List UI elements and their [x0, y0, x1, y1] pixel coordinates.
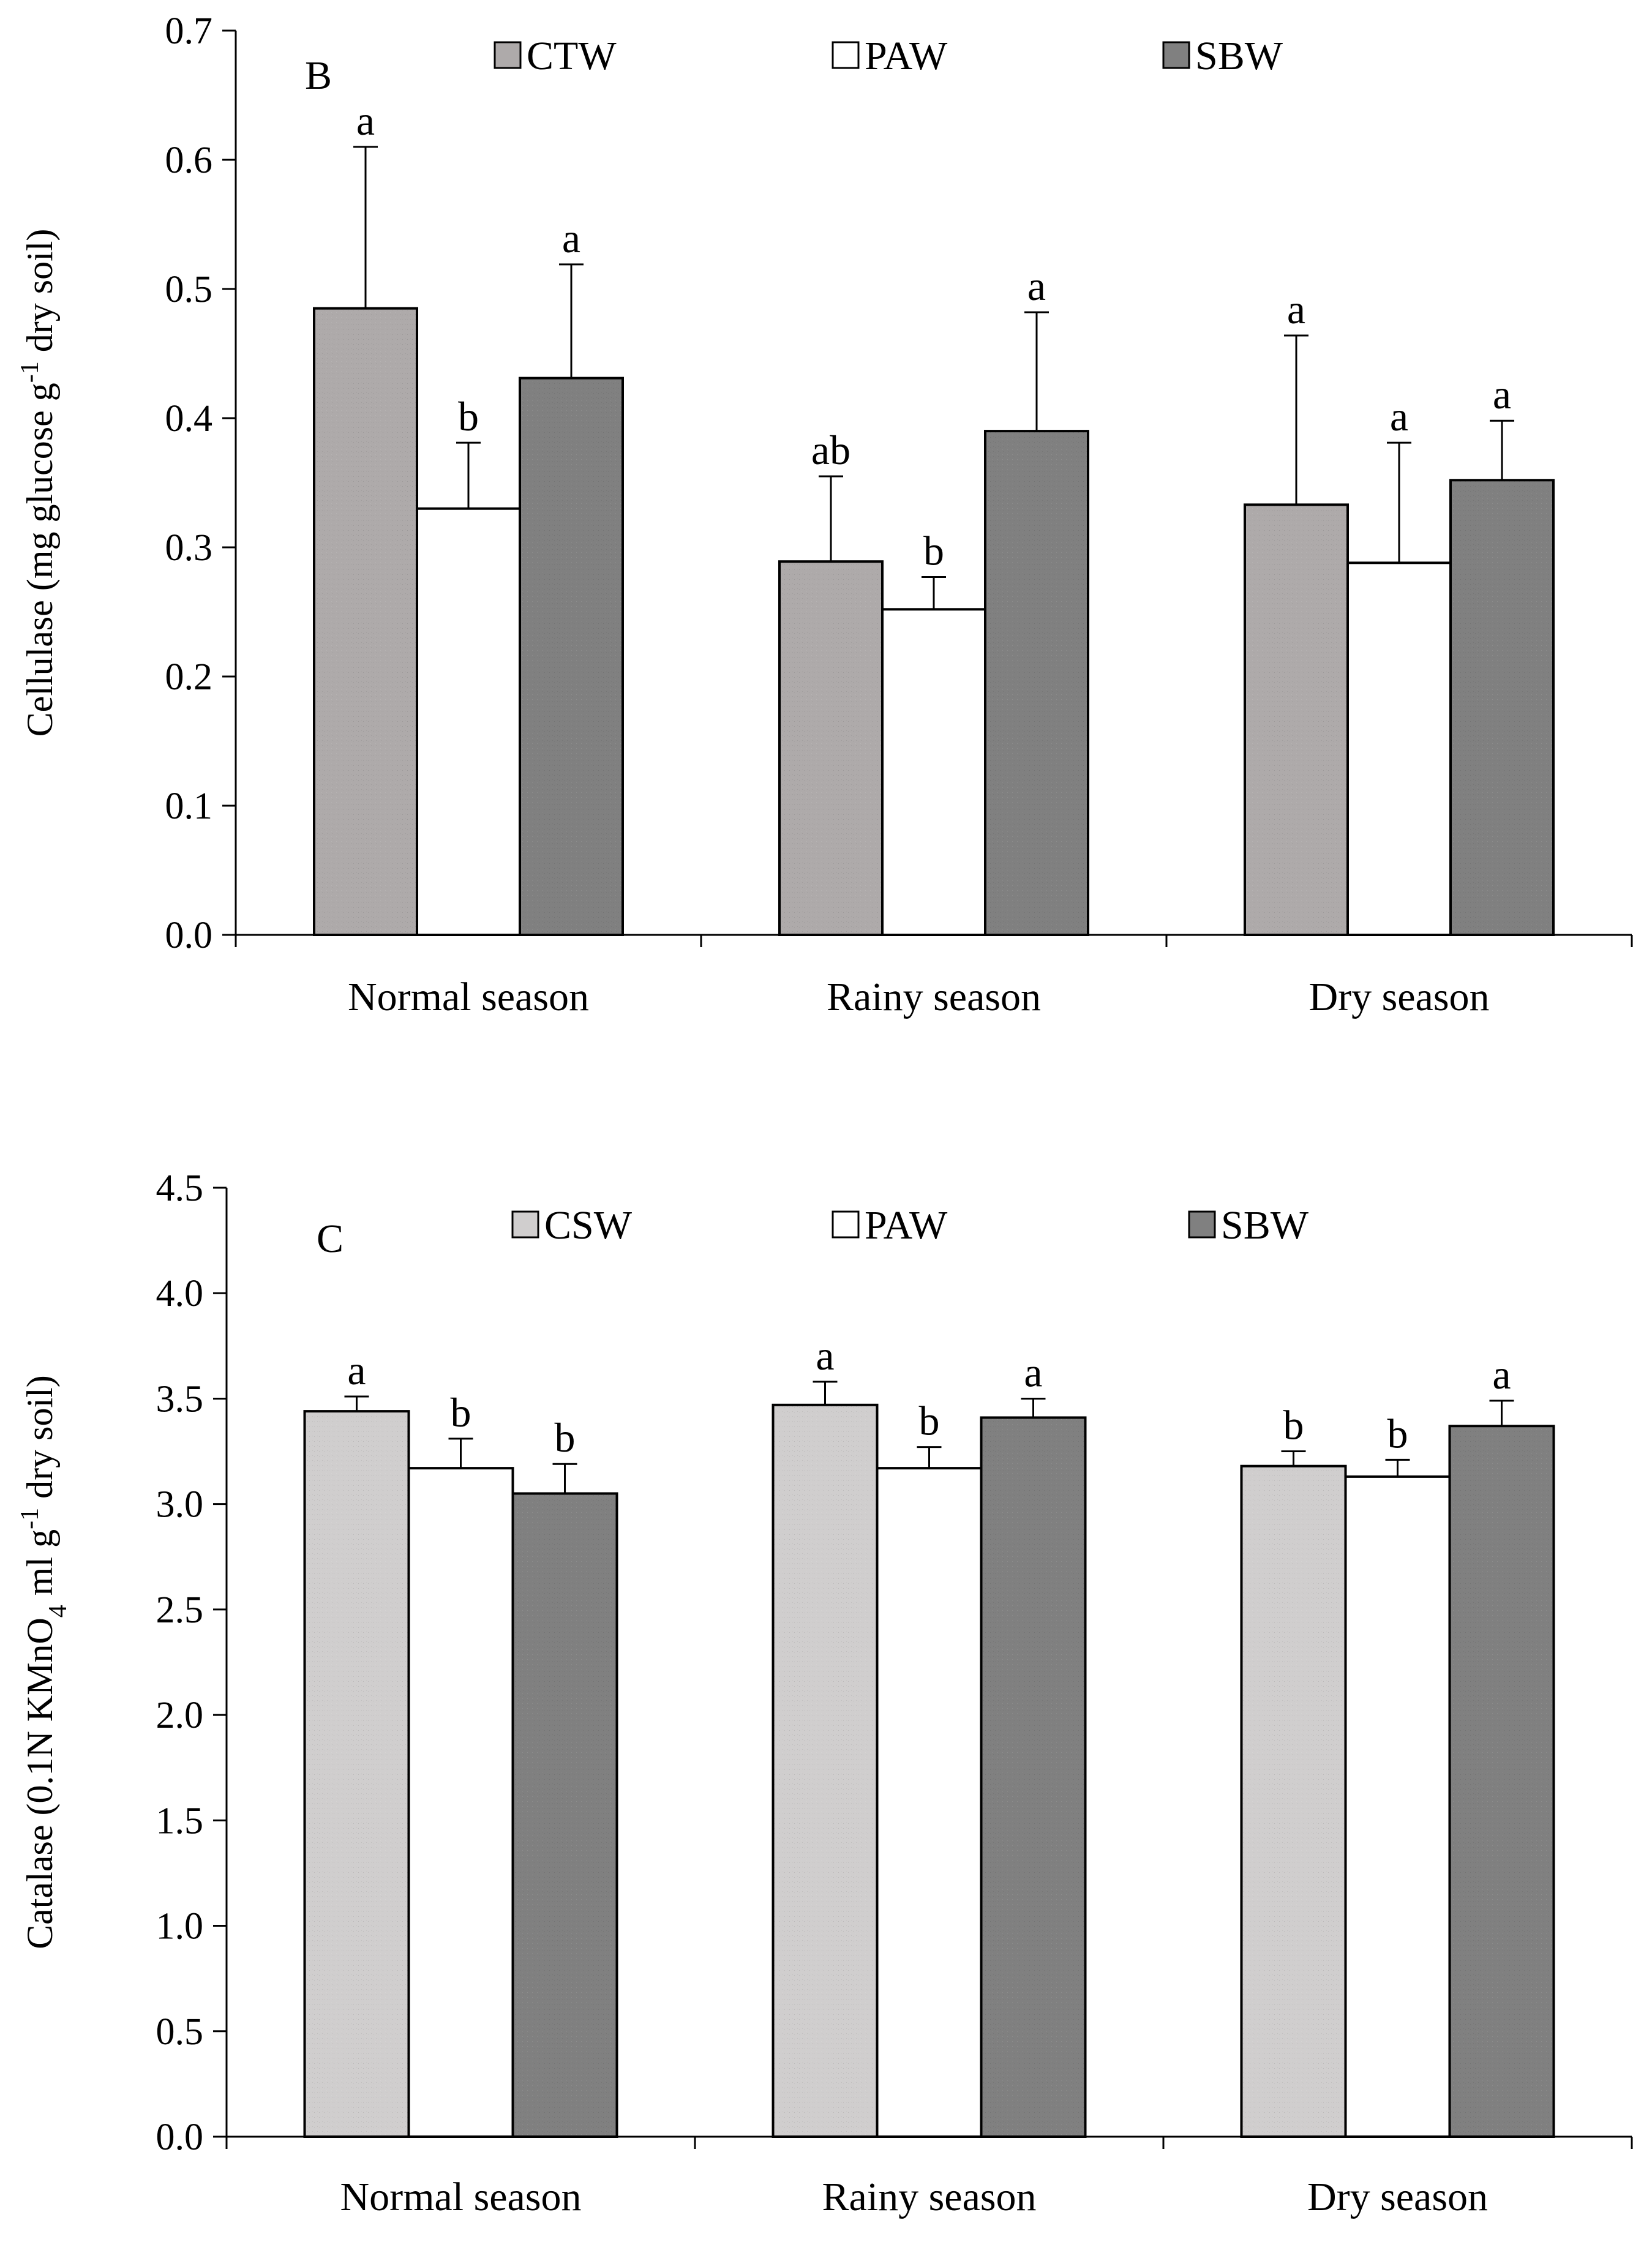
- bar-texture: [781, 563, 881, 934]
- significance-letter: b: [451, 1389, 471, 1436]
- y-tick-label: 0.3: [165, 527, 213, 569]
- y-tick-label: 0.5: [156, 2011, 204, 2053]
- category-label: Dry season: [1308, 975, 1489, 1019]
- legend-swatch: [832, 1210, 860, 1239]
- significance-letter: b: [923, 528, 944, 574]
- y-tick-label: 4.5: [156, 1168, 204, 1209]
- category-label: Rainy season: [827, 975, 1041, 1019]
- bar-texture: [982, 1419, 1084, 2135]
- category-label: Rainy season: [822, 2175, 1036, 2219]
- legend-swatch: [494, 41, 522, 69]
- significance-letter: a: [347, 1347, 366, 1393]
- y-tick-label: 0.0: [165, 915, 213, 956]
- significance-letter: b: [919, 1398, 940, 1444]
- significance-letter: a: [356, 97, 375, 144]
- y-axis-label: Catalase (0.1N KMnO4 ml g-1 dry soil): [16, 1375, 72, 1949]
- significance-letter: a: [1390, 393, 1408, 440]
- significance-letter: a: [1027, 263, 1046, 309]
- significance-letter: b: [1283, 1402, 1304, 1449]
- y-tick-label: 2.5: [156, 1589, 204, 1631]
- significance-letter: b: [458, 393, 479, 440]
- bar-texture: [986, 432, 1087, 934]
- bar: [876, 1467, 983, 2138]
- y-tick-label: 1.0: [156, 1906, 204, 1948]
- significance-letter: ab: [811, 427, 850, 473]
- legend-swatch: [832, 41, 860, 69]
- significance-letter: a: [1493, 371, 1511, 418]
- legend-label: SBW: [1195, 34, 1283, 78]
- panel-letter: B: [305, 53, 332, 98]
- bar-texture: [521, 379, 621, 934]
- y-tick-label: 3.0: [156, 1484, 204, 1526]
- bar: [881, 608, 986, 936]
- y-tick-label: 0.4: [165, 398, 213, 440]
- legend-label: CTW: [527, 34, 617, 78]
- y-tick-label: 0.6: [165, 140, 213, 181]
- legend-label: SBW: [1221, 1203, 1309, 1248]
- y-tick-label: 2.0: [156, 1695, 204, 1736]
- y-tick-label: 0.1: [165, 785, 213, 827]
- catalase-chart: 0.0 0.5 1.0 1.5 2.0 2.5 3.0 3.5 4.0 4.5 a b b Normal …: [16, 1168, 1633, 2219]
- y-axis-label: Cellulase (mg glucose g-1 dry soil): [16, 229, 60, 737]
- significance-letter: a: [1287, 286, 1305, 332]
- significance-letter: a: [562, 215, 580, 261]
- y-tick-label: 0.5: [165, 269, 213, 310]
- category-label: Normal season: [340, 2175, 581, 2219]
- bar-texture: [1452, 481, 1552, 934]
- bar: [407, 1467, 514, 2138]
- y-tick-label: 0.7: [165, 10, 213, 52]
- bar-texture: [514, 1494, 616, 2135]
- legend-label: CSW: [544, 1203, 633, 1248]
- category-label: Dry season: [1307, 2175, 1488, 2219]
- category-label: Normal season: [348, 975, 589, 1019]
- bar: [1346, 561, 1452, 936]
- significance-letter: b: [1387, 1410, 1408, 1457]
- bar-texture: [306, 1412, 408, 2135]
- significance-letter: a: [1492, 1351, 1511, 1398]
- legend-label: PAW: [865, 1203, 948, 1248]
- significance-letter: b: [555, 1414, 576, 1461]
- y-tick-label: 0.0: [156, 2116, 204, 2158]
- significance-letter: a: [816, 1332, 834, 1379]
- legend-swatch: [1188, 1210, 1216, 1239]
- bar-texture: [1242, 1467, 1345, 2135]
- bar-texture: [315, 309, 416, 934]
- significance-letter: a: [1024, 1349, 1042, 1395]
- bar: [1344, 1475, 1451, 2138]
- legend-swatch: [511, 1210, 539, 1239]
- y-tick-label: 0.2: [165, 656, 213, 698]
- bar-texture: [1451, 1427, 1553, 2135]
- bar: [416, 507, 521, 936]
- y-tick-label: 1.5: [156, 1800, 204, 1842]
- bar-texture: [774, 1406, 876, 2135]
- y-tick-label: 3.5: [156, 1378, 204, 1420]
- panel-letter: C: [317, 1217, 344, 1261]
- y-tick-label: 4.0: [156, 1273, 204, 1314]
- legend-swatch: [1162, 41, 1190, 69]
- legend-label: PAW: [865, 34, 948, 78]
- bar-texture: [1246, 506, 1346, 934]
